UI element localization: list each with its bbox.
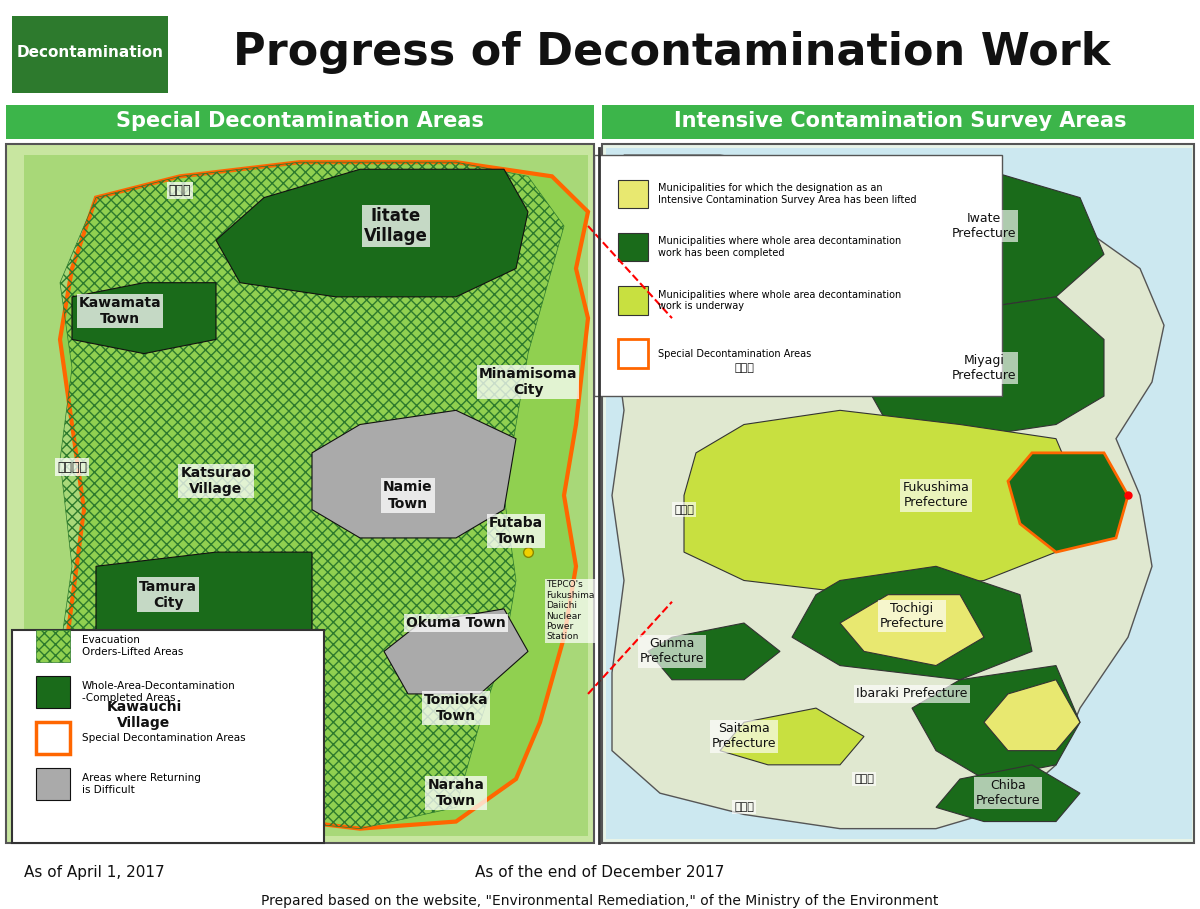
Text: Kawamata
Town: Kawamata Town: [79, 296, 161, 326]
Polygon shape: [96, 552, 312, 652]
Text: Progress of Decontamination Work: Progress of Decontamination Work: [233, 31, 1111, 74]
FancyBboxPatch shape: [618, 286, 648, 315]
Text: Chiba
Prefecture: Chiba Prefecture: [976, 779, 1040, 807]
Polygon shape: [96, 680, 288, 764]
Text: Areas where Returning
is Difficult: Areas where Returning is Difficult: [82, 774, 200, 794]
Text: Municipalities where whole area decontamination
work is underway: Municipalities where whole area decontam…: [658, 290, 901, 311]
Text: 新潟県: 新潟県: [674, 504, 694, 514]
Polygon shape: [720, 708, 864, 764]
Text: Municipalities where whole area decontamination
work has been completed: Municipalities where whole area decontam…: [658, 236, 901, 258]
FancyBboxPatch shape: [12, 16, 168, 93]
Text: Whole-Area-Decontamination
-Completed Areas: Whole-Area-Decontamination -Completed Ar…: [82, 681, 235, 703]
Bar: [6, 105, 594, 139]
Text: Okuma Town: Okuma Town: [406, 616, 506, 630]
Polygon shape: [216, 169, 528, 297]
FancyBboxPatch shape: [12, 630, 324, 843]
Text: Tochigi
Prefecture: Tochigi Prefecture: [880, 602, 944, 630]
Text: Kawauchi
Village: Kawauchi Village: [107, 700, 181, 730]
Bar: [606, 148, 1192, 839]
Text: Prepared based on the website, "Environmental Remediation," of the Ministry of t: Prepared based on the website, "Environm…: [262, 894, 938, 908]
Text: Tamura
City: Tamura City: [139, 580, 197, 610]
Polygon shape: [60, 162, 588, 829]
FancyBboxPatch shape: [36, 768, 70, 800]
Polygon shape: [384, 609, 528, 694]
Text: Futaba
Town: Futaba Town: [488, 515, 544, 546]
Text: 二本松市: 二本松市: [58, 461, 88, 474]
Text: 山梨県: 山梨県: [734, 803, 754, 813]
Polygon shape: [864, 169, 1104, 311]
FancyBboxPatch shape: [36, 676, 70, 708]
Polygon shape: [912, 665, 1080, 779]
FancyBboxPatch shape: [618, 180, 648, 208]
Text: Naraha
Town: Naraha Town: [427, 778, 485, 808]
FancyBboxPatch shape: [618, 233, 648, 262]
Text: Katsurao
Village: Katsurao Village: [180, 466, 252, 496]
Text: Special Decontamination Areas: Special Decontamination Areas: [116, 111, 484, 131]
Text: Evacuation
Orders-Lifted Areas: Evacuation Orders-Lifted Areas: [82, 634, 182, 656]
Text: Fukushima
Prefecture: Fukushima Prefecture: [902, 482, 970, 509]
Bar: [6, 145, 594, 843]
Text: Special Decontamination Areas: Special Decontamination Areas: [658, 348, 811, 359]
Polygon shape: [72, 283, 216, 354]
Text: As of the end of December 2017: As of the end of December 2017: [475, 864, 725, 880]
FancyBboxPatch shape: [594, 155, 1002, 396]
Polygon shape: [312, 410, 516, 538]
Polygon shape: [984, 680, 1080, 751]
Text: 東京都: 東京都: [854, 774, 874, 784]
Text: TEPCO's
Fukushima
Daiichi
Nuclear
Power
Station: TEPCO's Fukushima Daiichi Nuclear Power …: [546, 581, 594, 642]
Polygon shape: [792, 566, 1032, 680]
Polygon shape: [864, 297, 1104, 439]
Polygon shape: [648, 623, 780, 680]
Text: Gunma
Prefecture: Gunma Prefecture: [640, 637, 704, 665]
Text: Tomioka
Town: Tomioka Town: [424, 693, 488, 724]
Text: Minamisoma
City: Minamisoma City: [479, 367, 577, 397]
Text: Namie
Town: Namie Town: [383, 480, 433, 511]
Bar: [602, 105, 1194, 139]
Text: Saitama
Prefecture: Saitama Prefecture: [712, 723, 776, 751]
Polygon shape: [684, 410, 1080, 594]
Text: Decontamination: Decontamination: [17, 45, 163, 60]
Polygon shape: [936, 764, 1080, 822]
Polygon shape: [24, 155, 588, 835]
Text: Special Decontamination Areas: Special Decontamination Areas: [82, 733, 245, 743]
Text: As of April 1, 2017: As of April 1, 2017: [24, 864, 164, 880]
Text: Intensive Contamination Survey Areas: Intensive Contamination Survey Areas: [673, 111, 1127, 131]
Text: Municipalities for which the designation as an
Intensive Contamination Survey Ar: Municipalities for which the designation…: [658, 184, 916, 205]
Text: Iitate
Village: Iitate Village: [364, 206, 428, 245]
Text: Miyagi
Prefecture: Miyagi Prefecture: [952, 354, 1016, 382]
Text: 伊達市: 伊達市: [169, 184, 191, 197]
Bar: [602, 145, 1194, 843]
FancyBboxPatch shape: [36, 630, 70, 662]
Text: Ibaraki Prefecture: Ibaraki Prefecture: [857, 687, 967, 701]
Polygon shape: [612, 155, 1164, 829]
Text: Iwate
Prefecture: Iwate Prefecture: [952, 212, 1016, 240]
Text: 山形県: 山形県: [734, 363, 754, 373]
Polygon shape: [840, 594, 984, 665]
Polygon shape: [1008, 453, 1128, 552]
